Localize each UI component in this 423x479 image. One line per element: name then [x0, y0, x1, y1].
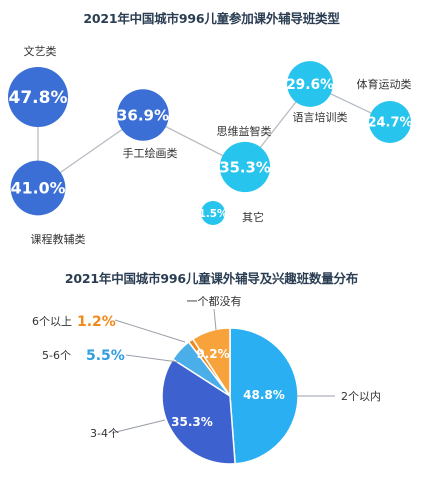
- pie-value-label: 5.5%: [86, 348, 125, 364]
- leader-line: [125, 354, 179, 363]
- bubble-category-label: 语言培训类: [293, 110, 348, 124]
- bubble-0: [8, 67, 68, 127]
- pie-chart: 48.8% 35.3% 9.2% 2个以内 3-4个 5-6个 6个以上 一个都没有 5.5% 1…: [32, 294, 381, 465]
- pie-value-label: 35.3%: [171, 415, 213, 429]
- bubble-1: [10, 160, 66, 216]
- pie-category-label: 2个以内: [341, 389, 381, 403]
- pie-category-label: 6个以上: [32, 315, 72, 328]
- pie-chart-title: 2021年中国城市996儿童课外辅导及兴趣班数量分布: [64, 271, 359, 286]
- pie-value-label: 9.2%: [196, 347, 229, 361]
- bubble-value-label: 24.7%: [367, 116, 412, 131]
- pie-category-label: 3-4个: [90, 427, 119, 440]
- bubble-category-label: 课程教辅类: [31, 232, 86, 246]
- leader-line: [213, 308, 217, 331]
- bubble-3: [219, 141, 271, 193]
- bubble-category-label: 体育运动类: [357, 77, 412, 91]
- pie-slice-4: [191, 327, 231, 399]
- bubble-chart: 47.8% 文艺类 41.0% 课程教辅类 36.9% 手工绘画类 35.3% 思维益智类 1.…: [8, 44, 413, 246]
- pie-slice-1: [161, 358, 236, 465]
- bubble-value-label: 29.6%: [286, 77, 334, 93]
- bubble-4: [201, 201, 225, 225]
- bubble-value-label: 36.9%: [117, 106, 169, 124]
- pie-slice-0: [229, 327, 299, 465]
- bubble-category-label: 思维益智类: [217, 124, 272, 138]
- bubble-value-label: 47.8%: [9, 88, 68, 108]
- bubble-5: [287, 61, 333, 107]
- bubble-value-label: 41.0%: [11, 179, 66, 198]
- bubble-value-label: 1.5%: [198, 208, 228, 220]
- leader-line: [114, 319, 186, 343]
- pie-value-label: 48.8%: [243, 388, 285, 402]
- bubble-category-label: 手工绘画类: [123, 146, 178, 160]
- pie-category-label: 5-6个: [42, 349, 71, 362]
- leader-line: [111, 419, 166, 434]
- bubble-chart-title: 2021年中国城市996儿童参加课外辅导班类型: [83, 11, 340, 26]
- bubble-6: [369, 101, 411, 143]
- pie-value-label: 1.2%: [77, 314, 116, 330]
- bubble-category-label: 其它: [242, 210, 264, 224]
- bubble-category-label: 文艺类: [24, 44, 57, 58]
- bubble-value-label: 35.3%: [219, 159, 271, 176]
- bubble-2: [117, 89, 169, 141]
- pie-category-label: 一个都没有: [187, 294, 242, 308]
